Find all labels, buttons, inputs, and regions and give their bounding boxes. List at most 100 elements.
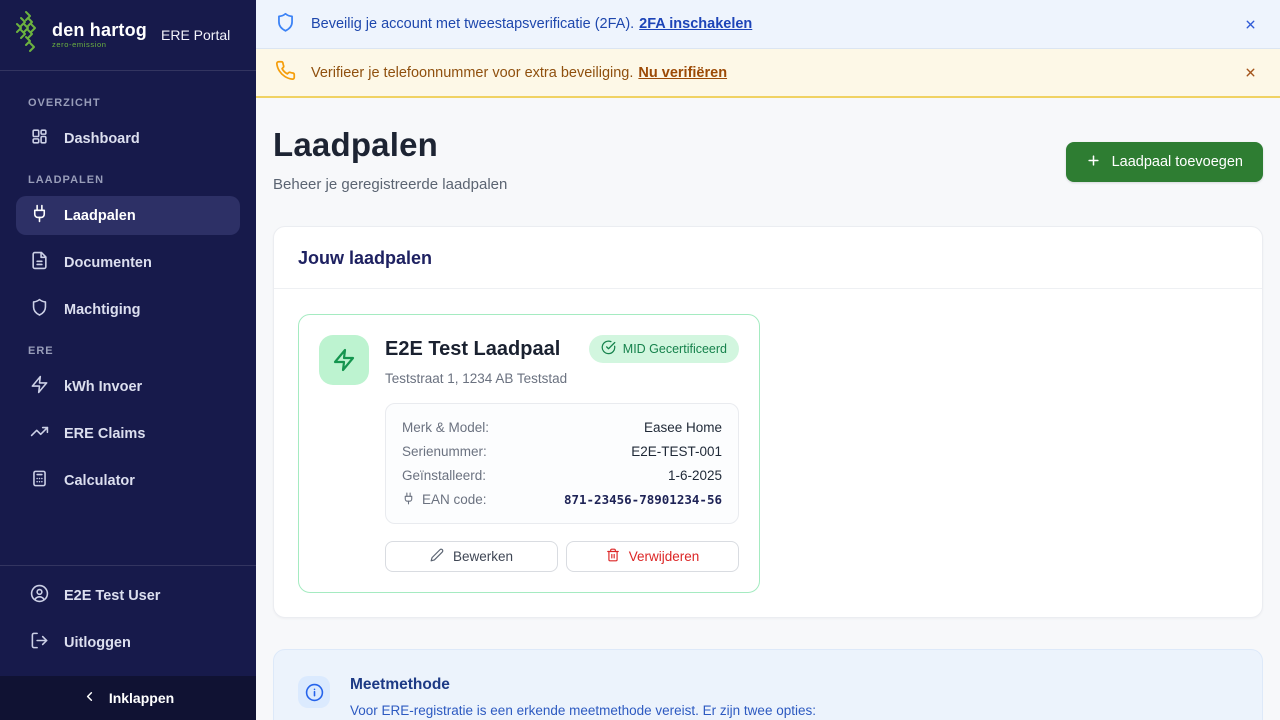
user-name-label: E2E Test User	[64, 587, 161, 604]
sidebar-item-label: Machtiging	[64, 301, 141, 318]
info-icon	[298, 676, 330, 708]
meetmethode-content: Meetmethode Voor ERE-registratie is een …	[350, 676, 816, 718]
calculator-icon	[30, 469, 49, 492]
detail-label: Geïnstalleerd:	[402, 467, 487, 483]
sidebar: den hartog zero-emission ERE Portal OVER…	[0, 0, 256, 720]
detail-row-installed: Geïnstalleerd: 1-6-2025	[402, 463, 722, 487]
edit-charger-button[interactable]: Bewerken	[385, 541, 558, 572]
detail-row-serial: Serienummer: E2E-TEST-001	[402, 439, 722, 463]
ean-code-value: 871-23456-78901234-56	[563, 492, 722, 507]
sidebar-footer: E2E Test User Uitloggen	[0, 565, 256, 676]
check-circle-icon	[601, 340, 616, 358]
add-charger-label: Laadpaal toevoegen	[1111, 154, 1243, 170]
sidebar-item-label: Documenten	[64, 254, 152, 271]
detail-label: Serienummer:	[402, 443, 487, 459]
collapse-sidebar-button[interactable]: Inklappen	[0, 676, 256, 720]
edit-label: Bewerken	[452, 549, 514, 564]
badge-label: MID Gecertificeerd	[622, 342, 727, 356]
page-header-text: Laadpalen Beheer je geregistreerde laadp…	[273, 126, 507, 193]
pencil-icon	[430, 548, 444, 565]
meetmethode-title: Meetmethode	[350, 676, 450, 693]
phone-icon	[275, 60, 296, 85]
sidebar-item-label: Dashboard	[64, 130, 140, 147]
trash-icon	[606, 548, 620, 565]
brand-name: den hartog	[52, 20, 147, 41]
sidebar-item-kwh-invoer[interactable]: kWh Invoer	[16, 367, 240, 406]
charger-name-row: E2E Test Laadpaal MID Gecertificeerd	[385, 335, 739, 363]
sidebar-item-dashboard[interactable]: Dashboard	[16, 119, 240, 158]
collapse-label: Inklappen	[108, 690, 175, 706]
meetmethode-card: Meetmethode Voor ERE-registratie is een …	[273, 649, 1263, 720]
main-area: Beveilig je account met tweestapsverific…	[256, 0, 1280, 720]
sidebar-item-documenten[interactable]: Documenten	[16, 243, 240, 282]
page-content: Laadpalen Beheer je geregistreerde laadp…	[256, 98, 1280, 720]
sidebar-item-label: Calculator	[64, 472, 135, 489]
charger-address: Teststraat 1, 1234 AB Teststad	[385, 371, 568, 386]
brand-tagline: zero-emission	[52, 40, 107, 50]
logout-icon	[30, 631, 49, 654]
close-icon[interactable]	[1240, 14, 1261, 35]
den-hartog-logo-icon	[16, 10, 43, 61]
chevron-left-icon	[82, 689, 97, 707]
sidebar-nav: OVERZICHT Dashboard LAADPALEN	[0, 71, 256, 565]
charger-head: E2E Test Laadpaal MID Gecertificeerd	[319, 335, 739, 572]
meetmethode-text: Voor ERE-registratie is een erkende meet…	[350, 703, 816, 718]
detail-label: Merk & Model:	[402, 419, 490, 435]
sidebar-item-machtiging[interactable]: Machtiging	[16, 290, 240, 329]
detail-label-text: EAN code:	[422, 492, 487, 507]
charger-list-item: E2E Test Laadpaal MID Gecertificeerd	[298, 314, 760, 593]
shield-icon	[30, 298, 49, 321]
logout-button[interactable]: Uitloggen	[16, 623, 240, 662]
phone-banner-text: Verifieer je telefoonnummer voor extra b…	[311, 64, 634, 81]
page-title: Laadpalen	[273, 126, 439, 163]
add-charger-button[interactable]: Laadpaal toevoegen	[1065, 142, 1263, 182]
phone-verify-banner: Verifieer je telefoonnummer voor extra b…	[256, 49, 1280, 98]
detail-value: Easee Home	[643, 419, 722, 435]
2fa-enable-link[interactable]: 2FA inschakelen	[639, 16, 753, 32]
sidebar-item-ere-claims[interactable]: ERE Claims	[16, 414, 240, 453]
sidebar-item-label: kWh Invoer	[64, 378, 143, 395]
close-icon[interactable]	[1240, 62, 1261, 83]
section-label-overzicht: OVERZICHT	[28, 97, 101, 109]
dashboard-icon	[30, 127, 49, 150]
page-subtitle: Beheer je geregistreerde laadpalen	[273, 176, 508, 193]
chargers-card-body: E2E Test Laadpaal MID Gecertificeerd	[274, 289, 1262, 617]
section-label-ere: ERE	[28, 345, 54, 357]
charger-name: E2E Test Laadpaal	[385, 337, 561, 360]
plus-icon	[1086, 153, 1101, 172]
logout-label: Uitloggen	[64, 634, 131, 651]
charger-details: Merk & Model: Easee Home Serienummer: E2…	[385, 403, 739, 524]
charger-bolt-icon	[319, 335, 369, 385]
detail-value: 1-6-2025	[667, 467, 722, 483]
detail-row-brand-model: Merk & Model: Easee Home	[402, 415, 722, 439]
sidebar-item-laadpalen[interactable]: Laadpalen	[16, 196, 240, 235]
page-header: Laadpalen Beheer je geregistreerde laadp…	[273, 126, 1263, 193]
plug-icon	[402, 492, 415, 508]
sidebar-item-label: ERE Claims	[64, 425, 146, 442]
mid-certified-badge: MID Gecertificeerd	[588, 335, 739, 363]
detail-row-ean: EAN code: 871-23456-78901234-56	[402, 487, 722, 512]
user-circle-icon	[30, 584, 49, 607]
brand-header: den hartog zero-emission ERE Portal	[0, 0, 256, 71]
sidebar-item-calculator[interactable]: Calculator	[16, 461, 240, 500]
verify-now-link[interactable]: Nu verifiëren	[638, 64, 728, 81]
user-menu-item[interactable]: E2E Test User	[16, 576, 240, 615]
document-icon	[30, 251, 49, 274]
charger-actions: Bewerken	[385, 541, 739, 572]
shield-icon	[275, 12, 296, 37]
trending-up-icon	[30, 422, 49, 445]
bolt-icon	[30, 375, 49, 398]
sidebar-item-label: Laadpalen	[64, 207, 136, 224]
chargers-card-title: Jouw laadpalen	[274, 227, 1262, 289]
brand-block: den hartog zero-emission	[52, 21, 147, 49]
plug-icon	[30, 204, 49, 227]
chargers-card: Jouw laadpalen E2E Test Laadpaal	[273, 226, 1263, 618]
delete-charger-button[interactable]: Verwijderen	[566, 541, 739, 572]
section-label-laadpalen: LAADPALEN	[28, 174, 105, 186]
portal-name: ERE Portal	[161, 27, 231, 43]
charger-info: E2E Test Laadpaal MID Gecertificeerd	[385, 335, 739, 572]
2fa-banner-text: Beveilig je account met tweestapsverific…	[311, 16, 635, 32]
2fa-banner: Beveilig je account met tweestapsverific…	[256, 0, 1280, 49]
delete-label: Verwijderen	[628, 549, 700, 564]
